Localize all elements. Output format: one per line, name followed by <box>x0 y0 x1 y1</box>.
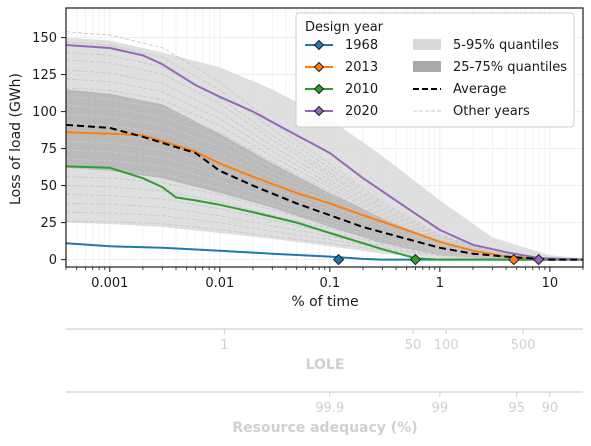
secondary-tick-label: 95 <box>508 401 525 416</box>
secondary-axis-title: Resource adequacy (%) <box>232 420 417 436</box>
series-line-average <box>66 123 583 261</box>
other-year-line <box>66 149 583 261</box>
secondary-tick-label: 90 <box>542 401 559 416</box>
secondary-axes: 1 50 100 500 LOLE 99.9 99 95 90 Resource adequacy… <box>66 328 583 436</box>
legend-label-1968: 1968 <box>345 38 378 53</box>
series-marker-2020 <box>532 253 545 266</box>
x-tick-label: 0.01 <box>205 276 234 291</box>
secondary-tick-label: 50 <box>405 338 422 353</box>
legend-band-swatch <box>413 61 441 72</box>
x-axis-title: % of time <box>291 294 358 310</box>
x-tick-label: 1 <box>436 276 444 291</box>
secondary-tick-label: 1 <box>220 338 228 353</box>
series-marker-2010 <box>409 253 422 266</box>
other-year-line <box>66 202 583 261</box>
legend-marker-2010 <box>313 83 325 95</box>
plot-area <box>66 8 583 267</box>
series-line-2020 <box>66 44 583 261</box>
legend-marker-2013 <box>313 61 325 73</box>
legend-label-2013: 2013 <box>345 60 378 75</box>
series-line-2013 <box>66 131 583 261</box>
series-line-1968 <box>66 242 583 261</box>
legend-marker-2020 <box>313 105 325 117</box>
other-year-line <box>66 51 583 261</box>
y-tick-label: 150 <box>32 31 57 46</box>
y-tick-label: 125 <box>32 68 57 83</box>
secondary-axis-title: LOLE <box>306 357 345 373</box>
legend-title: Design year <box>305 20 384 35</box>
legend-label-2020: 2020 <box>345 104 378 119</box>
legend: Design year 1968 2013 2010 2020 5-95% quanti… <box>295 12 575 128</box>
series-marker-2013 <box>508 253 520 266</box>
legend-band-label: 25-75% quantiles <box>453 60 567 75</box>
other-year-line <box>66 96 583 261</box>
x-tick-label: 0.001 <box>91 276 128 291</box>
x-tick-label: 0.1 <box>319 276 340 291</box>
y-tick-label: 75 <box>40 142 57 157</box>
secondary-tick-label: 99 <box>432 401 449 416</box>
secondary-tick-label: 99.9 <box>315 401 344 416</box>
legend-label-2010: 2010 <box>345 82 378 97</box>
other-year-line <box>66 114 583 261</box>
quantile-band-25-75 <box>66 89 583 260</box>
legend-band-label: 5-95% quantiles <box>453 38 559 53</box>
y-axis-title: Loss of load (GWh) <box>8 73 24 205</box>
x-tick-label: 10 <box>542 276 559 291</box>
other-year-line <box>66 211 583 261</box>
y-tick-label: 50 <box>40 179 57 194</box>
plot-clipped-layer <box>66 8 583 267</box>
y-tick-label: 100 <box>32 105 57 120</box>
legend-line-label: Other years <box>453 104 530 119</box>
other-year-line <box>66 131 583 261</box>
y-tick-label: 25 <box>40 216 57 231</box>
other-year-line <box>66 176 583 261</box>
legend-band-swatch <box>413 39 441 50</box>
secondary-tick-label: 500 <box>511 338 536 353</box>
quantile-band-5-95 <box>66 37 583 260</box>
secondary-tick-label: 100 <box>434 338 459 353</box>
legend-line-label: Average <box>453 82 506 97</box>
other-year-line <box>66 41 583 261</box>
legend-marker-1968 <box>313 39 325 51</box>
other-year-line <box>66 78 583 261</box>
series-line-2010 <box>66 165 583 261</box>
series-marker-1968 <box>332 253 345 266</box>
y-tick-label: 0 <box>49 253 57 268</box>
